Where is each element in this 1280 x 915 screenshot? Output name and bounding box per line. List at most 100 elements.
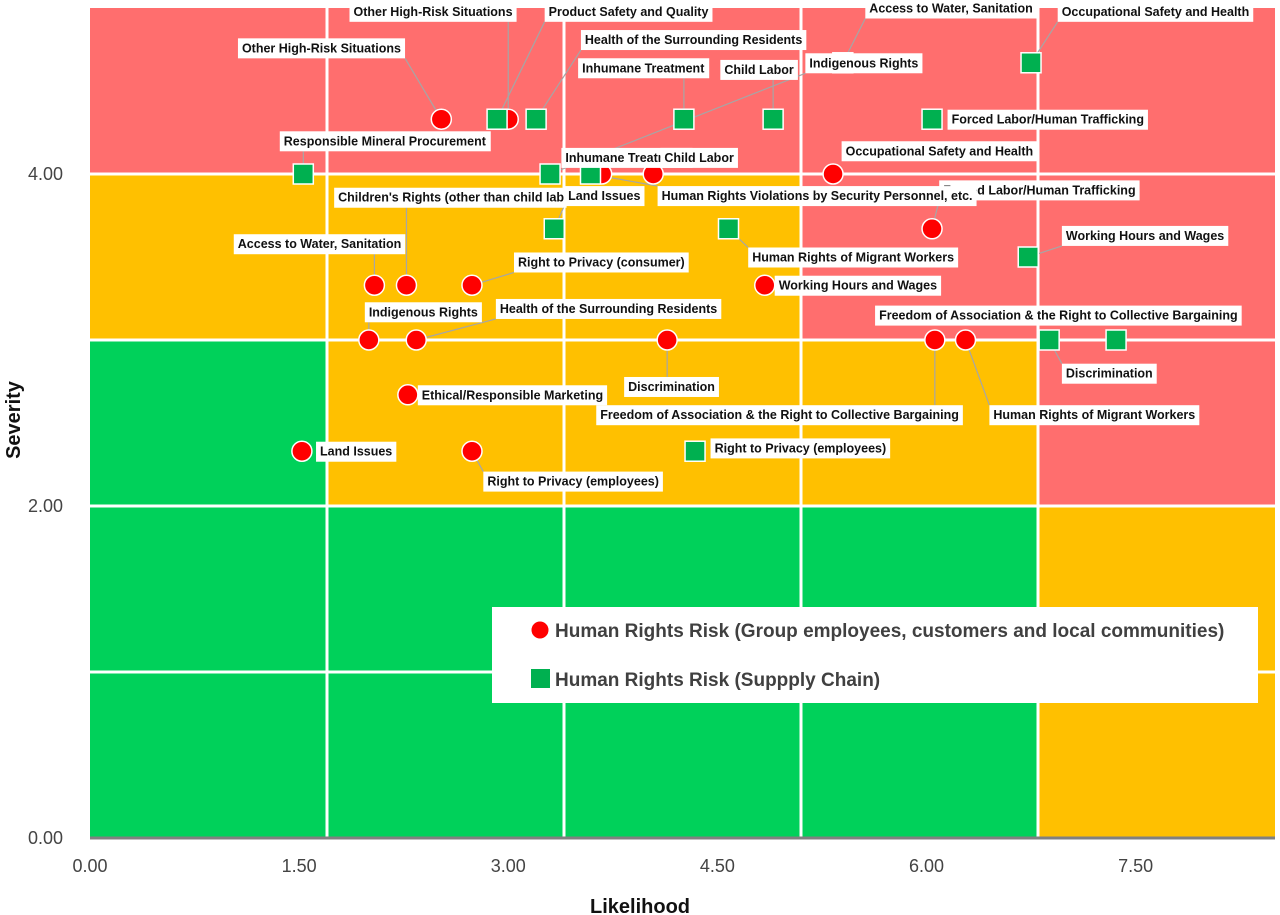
data-labels: Other High-Risk Situations Other High-Ris… <box>233 0 1254 492</box>
data-label-text: Product Safety and Quality <box>549 5 709 19</box>
data-label-text: Inhumane Treatment <box>565 151 688 165</box>
data-label-background <box>417 385 608 406</box>
data-label-text: Access to Water, Sanitation <box>869 2 1032 16</box>
data-label-background <box>334 187 567 208</box>
data-label-background <box>495 298 722 319</box>
data-label-background <box>710 438 891 459</box>
data-point-square <box>684 440 706 462</box>
y-axis-title: Severity <box>3 380 25 459</box>
data-label-background <box>841 141 1038 162</box>
data-label-background <box>624 376 719 397</box>
data-point-circle <box>291 440 313 462</box>
data-label-background <box>774 275 942 296</box>
data-point-circle <box>461 440 483 462</box>
data-point-circle <box>405 329 427 351</box>
data-label-text: Human Rights of Migrant Workers <box>993 408 1195 422</box>
data-point-circle <box>921 218 943 240</box>
data-point-circle <box>395 274 418 296</box>
data-label-text: Forced Labor/Human Trafficking <box>943 183 1135 197</box>
data-point-circle <box>358 329 380 351</box>
data-label: Product Safety and Quality <box>544 1 713 22</box>
data-label: Forced Labor/Human Trafficking <box>939 180 1140 201</box>
x-tick-label: 3.00 <box>491 856 526 876</box>
y-tick-label: 4.00 <box>28 164 63 184</box>
y-tick-label: 2.00 <box>28 496 63 516</box>
x-tick-label: 1.50 <box>282 856 317 876</box>
data-label: Access to Water, Sanitation <box>865 0 1037 19</box>
data-label-text: Freedom of Association & the Right to Co… <box>600 408 959 422</box>
data-label-text: Child Labor <box>664 151 734 165</box>
data-point-square <box>525 108 547 130</box>
data-label: Discrimination <box>1061 363 1157 384</box>
data-label: Children's Rights (other than child labo… <box>334 187 567 208</box>
data-label: Health of the Surrounding Residents <box>495 298 722 319</box>
data-label-text: Health of the Surrounding Residents <box>585 33 802 47</box>
data-label: Forced Labor/Human Trafficking <box>947 109 1148 130</box>
data-label: Land Issues <box>564 186 645 207</box>
data-point-square <box>921 108 943 130</box>
data-label-background <box>805 53 923 74</box>
data-label: Right to Privacy (employees) <box>710 438 891 459</box>
data-label-background <box>580 30 807 51</box>
label-leader-line <box>964 339 990 406</box>
zone-high <box>1038 8 1275 174</box>
data-point-square <box>292 163 315 185</box>
x-tick-label: 4.50 <box>700 856 735 876</box>
legend: Human Rights Risk (Group employees, cust… <box>492 607 1258 703</box>
data-label: Human Rights Violations by Security Pers… <box>657 186 977 207</box>
data-point-square <box>1105 329 1127 351</box>
data-label: Freedom of Association & the Right to Co… <box>875 305 1242 326</box>
data-label-text: Access to Water, Sanitation <box>238 237 401 251</box>
x-axis-title: Likelihood <box>590 896 690 915</box>
data-label-text: Land Issues <box>320 445 392 459</box>
data-label-background <box>279 131 491 152</box>
data-label: Occupational Safety and Health <box>841 141 1038 162</box>
legend-marker-square <box>531 669 550 688</box>
data-label: Child Labor <box>660 147 738 168</box>
data-label-text: Indigenous Rights <box>369 305 478 319</box>
zone-low <box>90 672 327 838</box>
data-point-circle <box>461 274 483 296</box>
data-label: Right to Privacy (consumer) <box>513 252 689 273</box>
data-label-text: Right to Privacy (consumer) <box>518 255 685 269</box>
data-label-text: Indigenous Rights <box>809 56 918 70</box>
legend-marker-circle <box>530 620 550 640</box>
data-label-text: Discrimination <box>1066 367 1153 381</box>
y-tick-label: 0.00 <box>28 828 63 848</box>
data-label: Working Hours and Wages <box>774 275 942 296</box>
data-label-background <box>364 302 482 323</box>
data-point-circle <box>363 274 386 296</box>
data-point-circle <box>924 329 946 351</box>
data-point-square <box>673 108 695 130</box>
data-label-text: Human Rights Violations by Security Pers… <box>662 189 973 203</box>
data-label-text: Responsible Mineral Procurement <box>284 134 487 148</box>
data-point-circle <box>656 329 678 351</box>
data-label-background <box>561 147 693 168</box>
data-label-text: Occupational Safety and Health <box>1062 5 1250 19</box>
data-label-background <box>657 186 977 207</box>
data-label-background <box>989 405 1200 426</box>
x-tick-label: 6.00 <box>909 856 944 876</box>
data-label-background <box>1061 225 1229 246</box>
data-label-background <box>544 1 713 22</box>
zone-low <box>90 506 327 672</box>
zone-medium <box>90 174 327 340</box>
label-leader-line <box>416 318 497 341</box>
data-label-text: Right to Privacy (employees) <box>715 441 887 455</box>
data-point-square <box>762 108 784 130</box>
data-label-background <box>1057 1 1254 22</box>
data-label-text: Human Rights of Migrant Workers <box>752 251 954 265</box>
data-point-square <box>486 108 508 130</box>
data-point-circle <box>954 329 977 351</box>
zone-low <box>90 340 327 506</box>
y-tick-labels: 0.00 2.00 4.00 <box>28 164 63 848</box>
data-label: Inhumane Treatment <box>578 58 710 79</box>
data-label: Ethical/Responsible Marketing <box>417 385 608 406</box>
data-label: Child Labor <box>720 59 798 80</box>
data-label-background <box>483 471 663 492</box>
data-label: Freedom of Association & the Right to Co… <box>596 405 963 426</box>
data-point-circle <box>822 163 844 185</box>
x-tick-label: 0.00 <box>72 856 107 876</box>
label-leader-line <box>496 21 546 120</box>
data-label-text: Other High-Risk Situations <box>242 41 401 55</box>
